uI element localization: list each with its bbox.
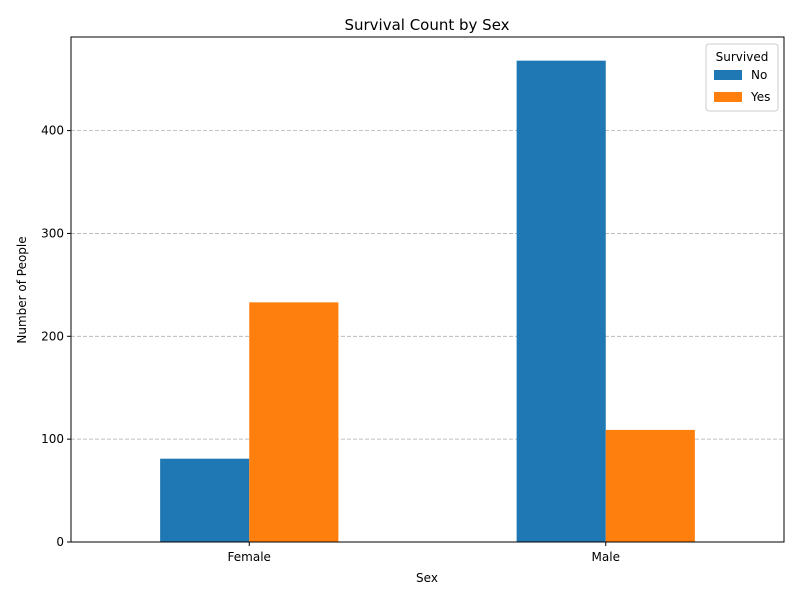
y-tick-label: 300 [41, 226, 64, 240]
bar-male-no [516, 60, 606, 543]
legend-title: Survived [716, 50, 769, 64]
bar-female-yes [249, 302, 339, 542]
y-tick-label: 200 [41, 329, 64, 343]
grid-lines [71, 130, 784, 440]
y-tick-label: 0 [56, 535, 64, 549]
plot-frame [70, 36, 785, 543]
legend-label-no: No [751, 68, 767, 82]
x-tick-label-female: Female [228, 550, 271, 564]
legend-swatch-yes [714, 92, 742, 102]
y-tick-label: 400 [41, 124, 64, 138]
chart-title: Survival Count by Sex [344, 16, 509, 34]
bars [160, 60, 695, 543]
y-tick-label: 100 [41, 432, 64, 446]
legend-label-yes: Yes [750, 90, 770, 104]
legend-swatch-no [714, 70, 742, 80]
legend: Survived No Yes [705, 43, 779, 112]
x-axis-label: Sex [416, 571, 438, 585]
x-axis-ticks: Female Male [228, 542, 620, 564]
y-axis-label: Number of People [15, 236, 29, 343]
bar-male-yes [605, 429, 695, 542]
x-tick-label-male: Male [592, 550, 620, 564]
bar-female-no [160, 458, 250, 542]
y-axis-ticks: 0 100 200 300 400 [41, 124, 71, 549]
